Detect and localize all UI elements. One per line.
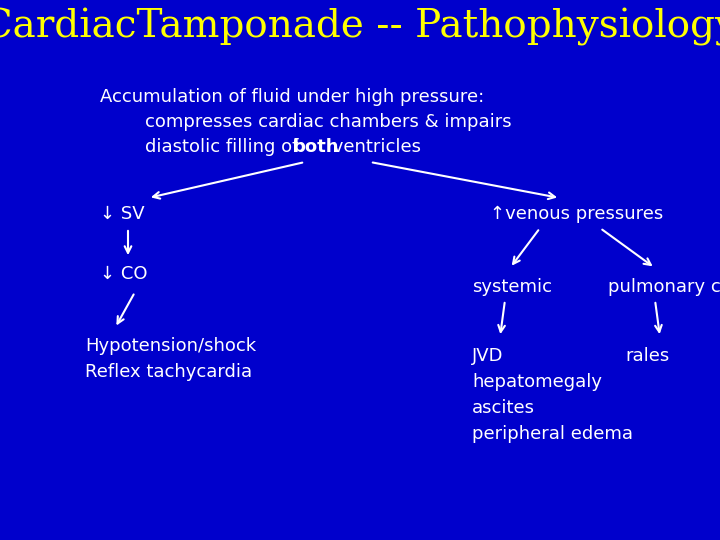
Text: ventricles: ventricles [327, 138, 421, 156]
Text: ascites: ascites [472, 399, 535, 417]
Text: Reflex tachycardia: Reflex tachycardia [85, 363, 252, 381]
Text: systemic: systemic [472, 278, 552, 296]
Text: hepatomegaly: hepatomegaly [472, 373, 602, 391]
Text: ↑venous pressures: ↑venous pressures [490, 205, 663, 223]
Text: JVD: JVD [472, 347, 503, 365]
Text: ↓ CO: ↓ CO [100, 265, 148, 283]
Text: diastolic filling of: diastolic filling of [145, 138, 304, 156]
Text: both: both [293, 138, 340, 156]
Text: pulmonary congestion: pulmonary congestion [608, 278, 720, 296]
Text: peripheral edema: peripheral edema [472, 425, 633, 443]
Text: Hypotension/shock: Hypotension/shock [85, 337, 256, 355]
Text: compresses cardiac chambers & impairs: compresses cardiac chambers & impairs [145, 113, 512, 131]
Text: ↓ SV: ↓ SV [100, 205, 145, 223]
Text: CardiacTamponade -- Pathophysiology: CardiacTamponade -- Pathophysiology [0, 8, 720, 46]
Text: Accumulation of fluid under high pressure:: Accumulation of fluid under high pressur… [100, 88, 485, 106]
Text: rales: rales [625, 347, 670, 365]
